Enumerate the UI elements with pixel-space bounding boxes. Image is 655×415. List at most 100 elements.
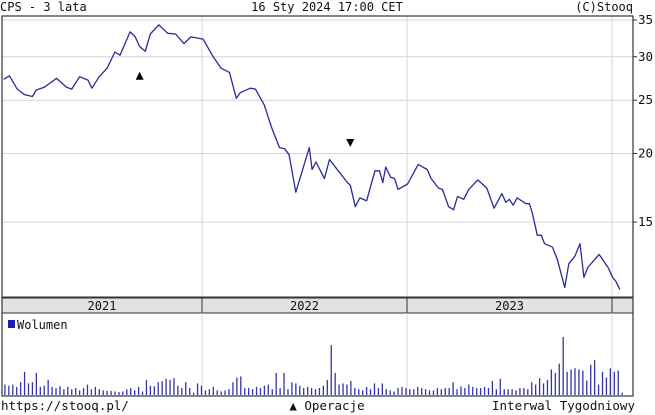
year-labels: 2021 2022 2023 [88, 298, 613, 313]
volume-bar [134, 390, 136, 395]
interval-label: Interwal Tygodniowy [492, 398, 635, 413]
volume-bar [385, 389, 387, 395]
volume-bar [373, 383, 376, 395]
volume-bar [271, 389, 273, 395]
volume-bar [102, 390, 104, 395]
volume-bar [605, 377, 608, 395]
volume-panel [4, 313, 623, 395]
volume-bar [428, 390, 431, 395]
timestamp: 16 Sty 2024 17:00 CET [251, 0, 403, 14]
volume-bar [145, 379, 148, 395]
volume-bar [8, 385, 10, 395]
volume-bar [413, 389, 415, 395]
y-tick-label: 15 [638, 214, 653, 229]
volume-bar [110, 390, 112, 395]
volume-bar [350, 381, 352, 395]
volume-bar [75, 388, 77, 395]
volume-bar [173, 378, 175, 395]
volume-bar [334, 372, 336, 395]
volume-bar [248, 388, 250, 395]
volume-bar [130, 388, 132, 395]
volume-bar [16, 386, 18, 395]
volume-bar [586, 380, 588, 395]
sell-marker-icon [346, 138, 355, 147]
volume-bar [39, 386, 41, 395]
volume-bar [4, 384, 6, 395]
volume-bar [354, 388, 356, 395]
volume-bar [472, 386, 474, 395]
volume-bar [523, 388, 525, 395]
volume-bar [365, 386, 368, 395]
volume-bar [82, 388, 85, 395]
volume-bar [527, 389, 529, 395]
volume-bar [122, 391, 124, 395]
volume-bar [535, 384, 537, 395]
volume-bar [405, 388, 407, 395]
volume-bar [165, 378, 167, 395]
volume-legend-label: Wolumen [17, 318, 68, 332]
volume-bar [55, 388, 57, 395]
chart-frame [1, 15, 634, 397]
volume-bar [503, 389, 505, 395]
volume-bar [421, 388, 423, 395]
volume-bar [326, 379, 328, 395]
volume-bar [118, 392, 120, 395]
volume-bar [27, 383, 30, 395]
volume-bar [291, 382, 293, 395]
volume-bar [566, 371, 568, 395]
volume-bar [515, 390, 517, 395]
volume-bar [448, 388, 450, 395]
volume-bar [601, 371, 604, 395]
volume-bar [216, 390, 218, 395]
volume-bar [330, 345, 332, 395]
volume-bar [236, 377, 238, 395]
source-link[interactable]: https://stooq.pl/ [1, 398, 129, 413]
volume-bar [574, 368, 576, 395]
price-line [3, 24, 621, 290]
volume-bar [531, 382, 533, 395]
volume-bar [389, 390, 391, 395]
volume-bar [259, 388, 262, 395]
volume-bar [310, 388, 313, 395]
volume-bar [495, 389, 498, 395]
volume-bar [43, 385, 45, 395]
y-tick-label: 20 [638, 145, 653, 160]
volume-bar [476, 388, 478, 395]
volume-bar [299, 385, 301, 395]
price-plot [3, 24, 621, 290]
volume-bar [283, 372, 285, 395]
volume-bar [94, 386, 96, 395]
volume-bar [192, 392, 195, 395]
volume-bar [153, 386, 155, 395]
volume-bar [263, 385, 266, 395]
volume-bar [621, 392, 623, 395]
volume-bar [377, 388, 380, 395]
year-label: 2023 [495, 299, 524, 313]
volume-bar [582, 370, 584, 395]
volume-bar [609, 368, 612, 395]
volume-bar [90, 389, 93, 395]
volume-bar [538, 378, 541, 395]
volume-bar [369, 389, 372, 395]
volume-bar [149, 385, 152, 395]
volume-bar [593, 360, 596, 395]
y-tick-label: 30 [638, 49, 653, 64]
chart-title: CPS - 3 lata [0, 0, 87, 14]
volume-bar [393, 391, 395, 395]
volume-bar [460, 386, 462, 395]
y-tick-label: 25 [638, 92, 653, 107]
volume-bar [314, 389, 317, 395]
volume-bar [550, 369, 553, 395]
volume-bar [208, 389, 211, 395]
volume-bar [23, 371, 26, 395]
volume-bar [255, 386, 258, 395]
volume-bar [244, 388, 246, 395]
volume-bar [141, 391, 144, 395]
copyright: (C)Stooq [575, 0, 633, 14]
volume-bar [409, 389, 411, 395]
volume-bar [279, 388, 281, 395]
volume-bar [47, 379, 49, 395]
volume-bar [558, 363, 560, 395]
volume-bar [554, 372, 556, 395]
year-label: 2022 [290, 299, 319, 313]
